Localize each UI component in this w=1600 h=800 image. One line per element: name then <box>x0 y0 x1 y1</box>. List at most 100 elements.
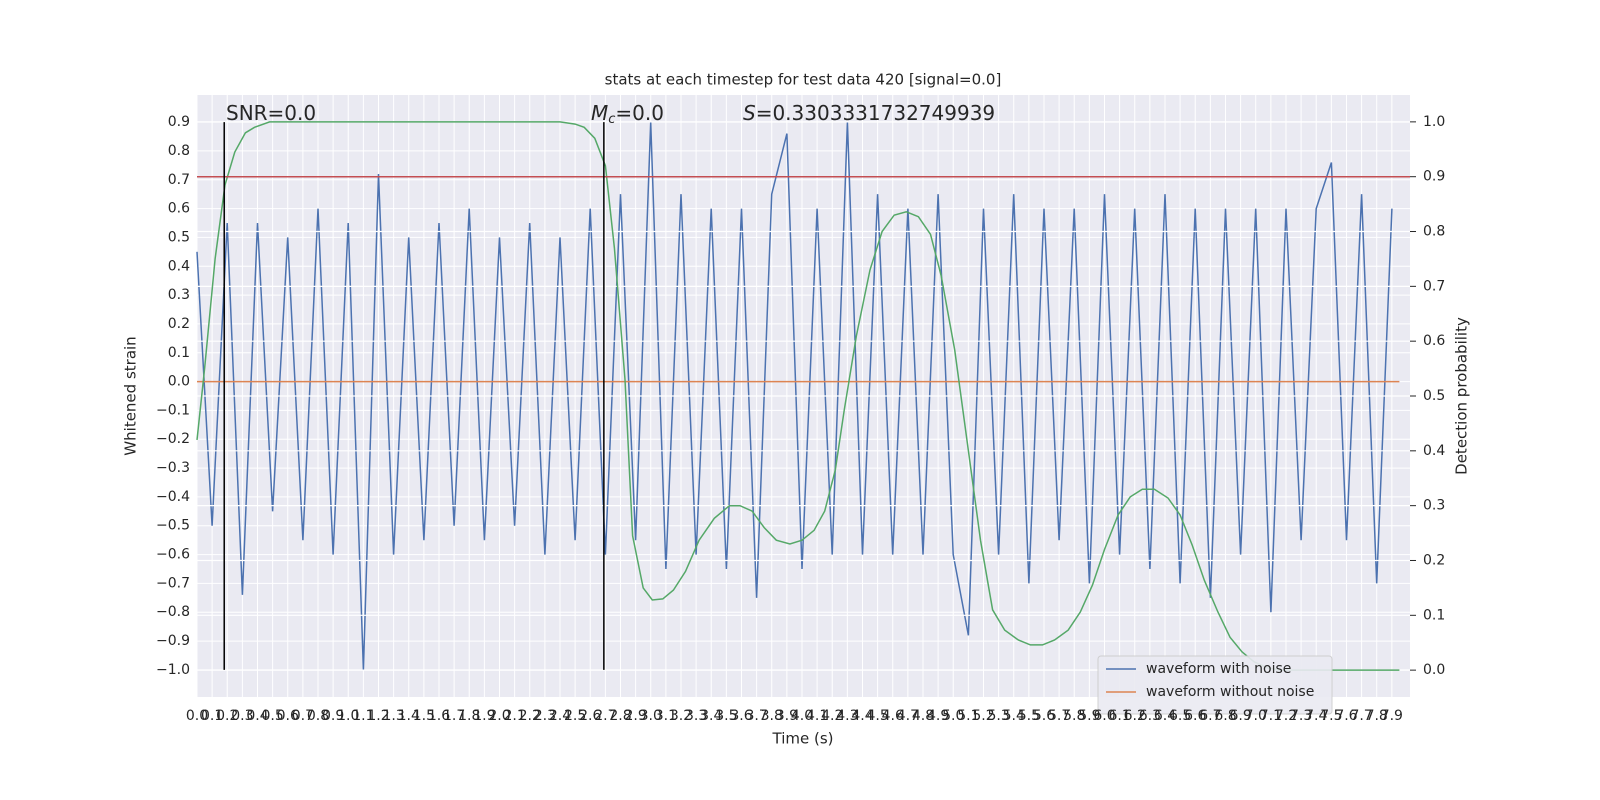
x-tick-label: 1.3 <box>382 708 404 724</box>
x-tick-label: 4.2 <box>821 708 843 724</box>
y2-tick-label: 0.6 <box>1423 333 1445 349</box>
x-tick-label: 7.2 <box>1275 708 1297 724</box>
x-tick-label: 4.9 <box>927 708 949 724</box>
x-tick-label: 5.6 <box>1033 708 1055 724</box>
x-tick-label: 7.6 <box>1335 708 1357 724</box>
x-tick-label: 3.0 <box>640 708 662 724</box>
x-tick-label: 2.0 <box>488 708 510 724</box>
annotation: SNR=0.0 <box>226 101 316 125</box>
x-tick-label: 7.8 <box>1366 708 1388 724</box>
annotation: Mc=0.0 <box>591 101 664 127</box>
x-tick-label: 0.1 <box>201 708 223 724</box>
x-tick-label: 3.1 <box>655 708 677 724</box>
y-tick-label: 0.9 <box>168 114 190 130</box>
x-tick-label: 0.2 <box>216 708 238 724</box>
annotation: S=0.3303331732749939 <box>743 101 995 125</box>
x-tick-label: 6.4 <box>1154 708 1176 724</box>
x-tick-label: 5.3 <box>987 708 1009 724</box>
x-tick-label: 7.1 <box>1260 708 1282 724</box>
x-tick-label: 1.4 <box>398 708 420 724</box>
x-tick-label: 5.2 <box>972 708 994 724</box>
y-tick-label: 0.5 <box>168 229 190 245</box>
overlay <box>196 121 1410 671</box>
annotation-text: M <box>591 101 608 125</box>
x-tick-label: 2.9 <box>624 708 646 724</box>
x-tick-label: 1.9 <box>473 708 495 724</box>
y-tick-label: 0.3 <box>168 287 190 303</box>
x-tick-label: 2.1 <box>503 708 525 724</box>
x-tick-label: 7.0 <box>1245 708 1267 724</box>
y-tick-label: −0.4 <box>156 489 190 505</box>
x-tick-label: 2.5 <box>564 708 586 724</box>
x-tick-label: 2.8 <box>609 708 631 724</box>
x-tick-label: 4.0 <box>791 708 813 724</box>
y-tick-label: −0.7 <box>156 575 190 591</box>
x-tick-label: 4.1 <box>806 708 828 724</box>
x-tick-label: 1.6 <box>428 708 450 724</box>
y-tick-label: 0.2 <box>168 316 190 332</box>
y-tick-label: 0.0 <box>168 374 190 390</box>
legend-box <box>1097 655 1333 715</box>
x-tick-label: 2.3 <box>534 708 556 724</box>
x-tick-label: 2.7 <box>594 708 616 724</box>
x-tick-label: 4.8 <box>912 708 934 724</box>
x-tick-label: 0.8 <box>307 708 329 724</box>
x-tick-label: 7.3 <box>1290 708 1312 724</box>
x-tick-label: 1.8 <box>458 708 480 724</box>
annotation-text: S <box>743 101 756 125</box>
y2-tick-label: 0.9 <box>1423 169 1445 185</box>
x-tick-label: 3.4 <box>700 708 722 724</box>
x-tick-label: 2.6 <box>579 708 601 724</box>
x-tick-label: 6.7 <box>1199 708 1221 724</box>
x-tick-label: 3.2 <box>670 708 692 724</box>
x-tick-label: 2.4 <box>549 708 571 724</box>
y2-axis-label: Detection probability <box>1453 317 1471 475</box>
x-tick-label: 5.0 <box>942 708 964 724</box>
x-tick-label: 3.3 <box>685 708 707 724</box>
x-tick-label: 4.5 <box>866 708 888 724</box>
y-tick-label: 0.7 <box>168 172 190 188</box>
x-tick-label: 3.6 <box>730 708 752 724</box>
x-tick-label: 6.3 <box>1139 708 1161 724</box>
x-tick-label: 4.4 <box>851 708 873 724</box>
legend-label: waveform with noise <box>1146 661 1291 677</box>
x-tick-label: 6.5 <box>1169 708 1191 724</box>
x-tick-label: 5.9 <box>1078 708 1100 724</box>
y-axis-label: Whitened strain <box>122 336 140 455</box>
x-tick-label: 4.7 <box>897 708 919 724</box>
y-tick-label: 0.1 <box>168 345 190 361</box>
x-tick-label: 5.8 <box>1063 708 1085 724</box>
x-tick-label: 4.3 <box>836 708 858 724</box>
x-tick-label: 6.1 <box>1108 708 1130 724</box>
x-tick-label: 7.4 <box>1305 708 1327 724</box>
annotation-sub: c <box>608 112 615 127</box>
chart-title: stats at each timestep for test data 420… <box>605 71 1002 89</box>
x-tick-label: 5.1 <box>957 708 979 724</box>
x-tick-label: 4.6 <box>882 708 904 724</box>
annotation-tail: =0.0 <box>615 101 664 125</box>
x-tick-label: 0.9 <box>322 708 344 724</box>
x-tick-label: 3.7 <box>745 708 767 724</box>
x-tick-label: 5.5 <box>1018 708 1040 724</box>
x-tick-label: 1.2 <box>367 708 389 724</box>
x-tick-label: 0.3 <box>231 708 253 724</box>
y-tick-label: 0.4 <box>168 258 190 274</box>
x-tick-label: 1.7 <box>443 708 465 724</box>
y-tick-label: −0.6 <box>156 547 190 563</box>
y-tick-label: −1.0 <box>156 662 190 678</box>
legend-label: waveform without noise <box>1146 684 1314 700</box>
y-tick-label: −0.5 <box>156 518 190 534</box>
x-tick-label: 0.0 <box>186 708 208 724</box>
y2-tick-label: 0.1 <box>1423 607 1445 623</box>
y2-tick-label: 0.0 <box>1423 662 1445 678</box>
y-tick-label: −0.8 <box>156 604 190 620</box>
x-tick-label: 3.8 <box>761 708 783 724</box>
x-tick-label: 6.0 <box>1093 708 1115 724</box>
x-tick-label: 0.5 <box>261 708 283 724</box>
y2-tick-label: 0.2 <box>1423 552 1445 568</box>
x-tick-label: 2.2 <box>519 708 541 724</box>
x-tick-label: 6.6 <box>1184 708 1206 724</box>
y2-tick-label: 0.7 <box>1423 278 1445 294</box>
